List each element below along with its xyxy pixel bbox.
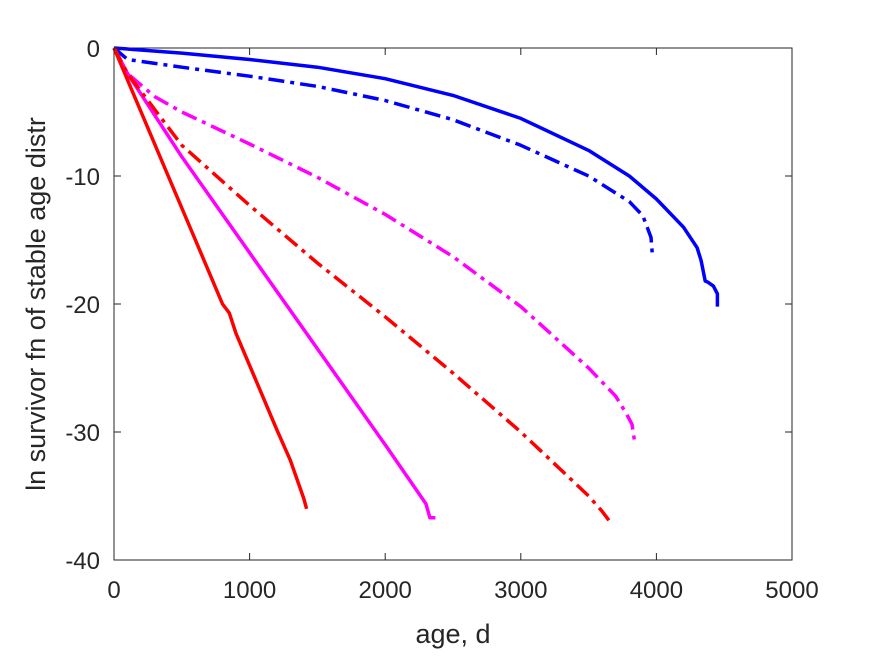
x-tick-label: 0 xyxy=(107,577,120,604)
y-tick-label: -30 xyxy=(65,420,100,447)
y-axis-label: ln survivor fn of stable age distr xyxy=(21,117,51,491)
series-line-4 xyxy=(112,47,637,443)
x-tick-label: 2000 xyxy=(359,577,412,604)
series-line-6 xyxy=(112,47,611,522)
x-tick-label: 3000 xyxy=(494,577,547,604)
series-line-5 xyxy=(112,47,309,510)
x-tick-label: 4000 xyxy=(630,577,683,604)
y-tick-label: -10 xyxy=(65,164,100,191)
tick-layer: 0 1000 2000 3000 4000 5000 0 -10 -20 -30 -40 xyxy=(65,36,818,604)
series-layer xyxy=(112,46,720,522)
x-tick-label: 1000 xyxy=(223,577,276,604)
y-tick-label: 0 xyxy=(87,36,100,63)
plot-area xyxy=(113,47,793,561)
x-tick-label: 5000 xyxy=(765,577,818,604)
series-line-3 xyxy=(112,47,436,520)
x-axis-label: age, d xyxy=(415,619,490,649)
y-tick-label: -20 xyxy=(65,292,100,319)
y-tick-label: -40 xyxy=(65,548,100,575)
series-line-1 xyxy=(113,46,720,307)
series-line-2 xyxy=(112,46,655,255)
